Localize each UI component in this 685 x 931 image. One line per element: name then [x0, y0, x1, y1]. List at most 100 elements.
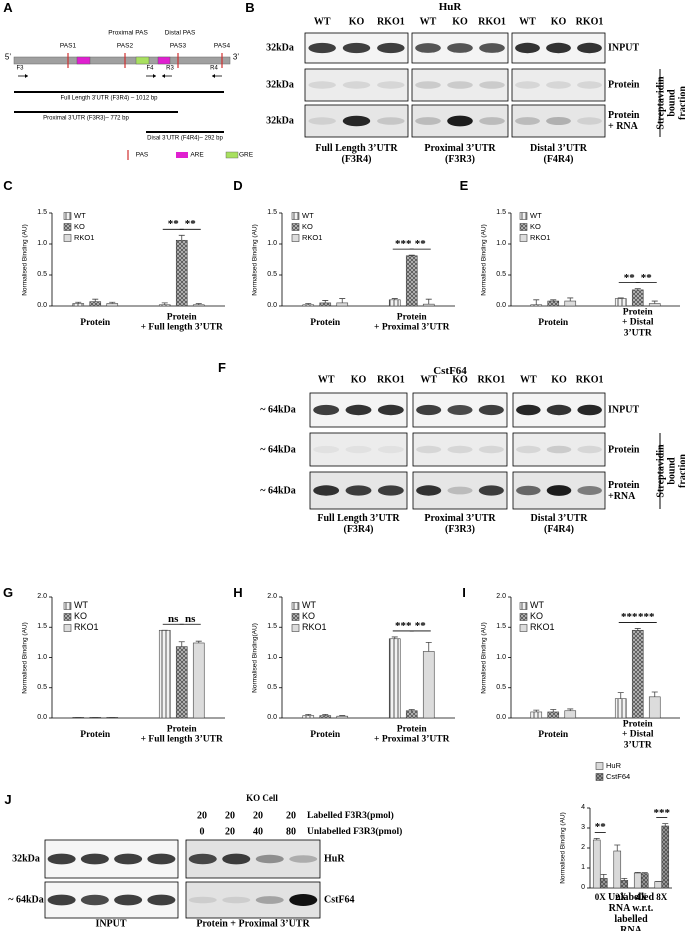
y-tick-label: 1.0: [496, 653, 506, 661]
x-tick-label: 2X: [615, 892, 627, 903]
fragment-label: Proximal 3’UTR (F3R3)– 772 bp: [43, 115, 129, 122]
error-bar: [651, 300, 658, 304]
protein-label: HuR: [324, 853, 345, 865]
y-tick-label: 0.0: [37, 714, 47, 722]
significance: **: [623, 271, 635, 284]
size-label: ~ 64kDa: [260, 485, 296, 496]
legend-label: KO: [530, 611, 544, 622]
size-label: ~ 64kDa: [8, 894, 44, 906]
legend-label: KO: [302, 611, 316, 622]
blot-band: [222, 853, 251, 865]
legend-label: HuR: [606, 760, 622, 770]
bar: [302, 715, 315, 719]
error-bar: [408, 254, 415, 256]
bar: [631, 289, 644, 307]
error-bar: [425, 298, 432, 305]
bar: [547, 300, 560, 307]
error-bar: [567, 708, 574, 711]
y-tick-label: 0.5: [37, 683, 47, 691]
blot-band: [289, 855, 318, 863]
panel-label: C: [3, 177, 13, 193]
bar: [106, 303, 119, 307]
blot-band: [255, 854, 284, 864]
legend-label: RKO1: [530, 232, 551, 242]
legend-swatch: [519, 212, 528, 220]
blot-title: HuR: [438, 0, 462, 13]
y-tick-label: 1.5: [267, 209, 277, 217]
significance: **: [167, 218, 179, 231]
error-bar: [593, 838, 600, 840]
y-axis-label: Normalised Binding (AU): [480, 223, 488, 296]
bar: [319, 302, 332, 307]
blot-band: [377, 445, 404, 454]
row-title: Unlabelled F3R3(pmol): [307, 826, 403, 837]
significance: **: [184, 218, 196, 231]
blot-band: [289, 894, 318, 906]
construct-label: Proximal 3’UTR (F3R3): [424, 513, 496, 535]
blot-band: [188, 853, 217, 865]
legend-swatch: [519, 223, 528, 231]
panel-label: D: [233, 177, 243, 193]
blot-band: [546, 42, 571, 54]
legend-are: [176, 152, 188, 158]
error-bar: [550, 709, 557, 712]
row-label: INPUT: [608, 404, 640, 416]
blot-band: [377, 404, 404, 416]
x-tick-label: Protein: [538, 317, 569, 328]
blot-box: [411, 68, 509, 102]
blot-band: [515, 81, 540, 89]
panel-label: G: [2, 584, 14, 600]
diagram-legend: PAS: [135, 151, 149, 159]
y-axis-label: Normalised Binding(AU): [251, 622, 259, 693]
error-bar: [339, 298, 346, 303]
panel-label: I: [462, 584, 466, 600]
y-tick-label: 0.5: [37, 271, 47, 279]
legend-label: RKO1: [530, 622, 555, 633]
pmol: 20: [225, 810, 235, 822]
y-axis-label: Normalised Binding (AU): [480, 621, 488, 694]
legend-label: WT: [74, 600, 88, 611]
bar: [654, 881, 663, 889]
y-tick-label: 2.0: [496, 593, 506, 601]
x-tick-label: Protein: [310, 317, 341, 328]
y-tick-label: 2: [581, 844, 585, 852]
y-tick-label: 2.0: [267, 593, 277, 601]
bar: [614, 698, 627, 719]
error-bar: [634, 288, 641, 290]
bar: [620, 880, 629, 889]
blot-band: [546, 404, 572, 416]
bar: [661, 825, 670, 889]
error-bar: [75, 301, 82, 304]
significance: **: [594, 821, 606, 834]
construct-label: Full Length 3’UTR (F3R4): [315, 143, 398, 165]
bar: [564, 710, 577, 719]
bar: [648, 303, 661, 307]
construct-label: Distal 3’UTR (F4R4): [530, 143, 587, 165]
error-bar: [614, 844, 621, 851]
blot-band: [147, 894, 176, 906]
bar: [192, 304, 205, 307]
legend-label: CstF64: [606, 771, 631, 781]
error-bar: [322, 300, 329, 303]
y-tick-label: 0.5: [496, 271, 506, 279]
blot-band: [313, 445, 340, 454]
legend-label: WT: [302, 210, 314, 220]
construct-label: Full Length 3’UTR (F3R4): [317, 513, 400, 535]
legend-swatch: [291, 234, 300, 242]
y-axis-label: Normalised Binding (AU): [21, 223, 29, 296]
significance: ***: [395, 238, 412, 251]
panel-label: F: [218, 359, 226, 375]
lane-label: RKO1: [478, 16, 506, 28]
size-label: 32kDa: [12, 853, 40, 865]
legend-swatch: [595, 773, 604, 781]
error-bar: [651, 691, 658, 697]
primer-head: [153, 74, 156, 78]
lane-label: KO: [350, 374, 367, 386]
x-tick-label: Protein + Proximal 3’UTR: [374, 312, 450, 333]
blot-band: [416, 485, 442, 496]
lane-label: WT: [519, 374, 537, 386]
blot-band: [147, 853, 176, 865]
element-box: [135, 56, 150, 65]
pmol: 20: [253, 810, 263, 822]
legend-label: WT: [74, 210, 86, 220]
